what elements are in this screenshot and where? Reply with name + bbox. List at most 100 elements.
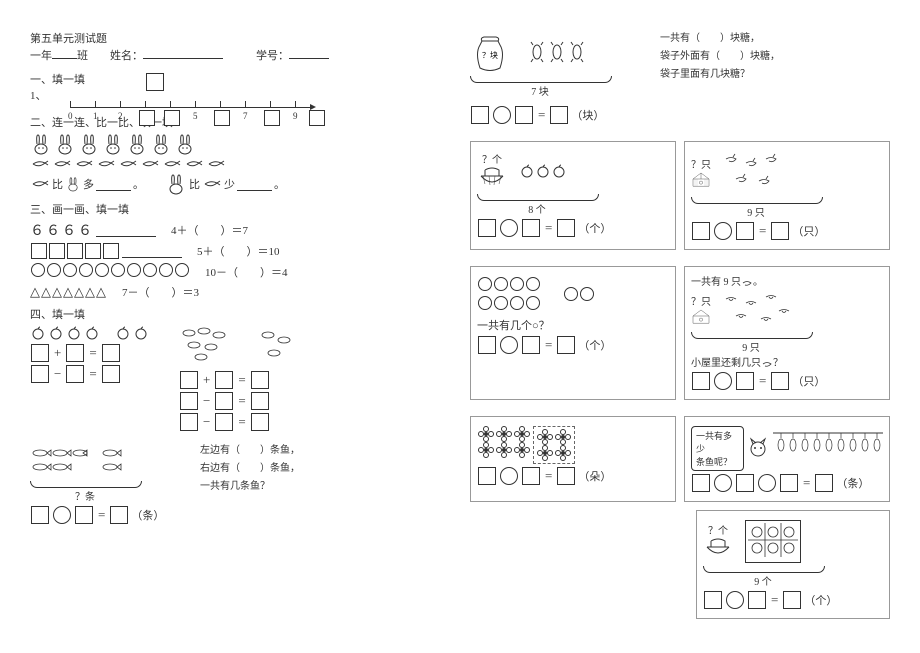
fill-box[interactable] xyxy=(771,222,789,240)
carrot-icon xyxy=(53,158,71,170)
fill-box[interactable] xyxy=(478,336,496,354)
carrot-icon xyxy=(75,158,93,170)
birds-flying xyxy=(721,291,791,329)
fill-box[interactable] xyxy=(66,344,84,362)
carrot-icon xyxy=(203,178,221,190)
circles-question: 一共有几个○？ xyxy=(477,317,669,333)
circles-left xyxy=(477,276,541,314)
apple-icon xyxy=(49,326,63,340)
triangles-row: △△△△△△△ xyxy=(30,284,107,300)
section-3: 三、画一画、填一填 ６６６６ 4＋（ ）＝7 5＋（ ）＝10 10－（ ）＝4… xyxy=(30,201,450,300)
fill-box[interactable] xyxy=(471,106,489,124)
carrot-icon xyxy=(207,158,225,170)
fill-box[interactable] xyxy=(557,336,575,354)
fill-box[interactable] xyxy=(736,222,754,240)
fill-box[interactable] xyxy=(251,371,269,389)
fill-box[interactable] xyxy=(550,106,568,124)
basket-grid-problem: ？个 9 个 =（个） xyxy=(696,510,890,619)
op-box[interactable] xyxy=(714,372,732,390)
fill-box[interactable] xyxy=(214,110,230,126)
rabbit-row xyxy=(30,133,450,155)
fill-box[interactable] xyxy=(66,365,84,383)
section-4: 四、填一填 += −= += −= −= ？条 =（条） 左边有（ ）条鱼， 右… xyxy=(30,306,450,527)
op-box[interactable] xyxy=(500,219,518,237)
fill-box[interactable] xyxy=(251,392,269,410)
fill-box[interactable] xyxy=(478,219,496,237)
speech-bubble: 一共有多少 条鱼呢？ xyxy=(691,426,744,471)
basket-apples-problem: ？个 8 个 =（个） xyxy=(470,141,676,250)
fill-box[interactable] xyxy=(736,474,754,492)
fill-box[interactable] xyxy=(522,336,540,354)
bag-icon: ？块 xyxy=(470,33,510,73)
carrot-icon xyxy=(119,158,137,170)
svg-text:？块: ？块 xyxy=(482,50,498,60)
apple-icon xyxy=(31,326,45,340)
fill-box[interactable] xyxy=(139,110,155,126)
fill-box[interactable] xyxy=(264,110,280,126)
op-box[interactable] xyxy=(500,336,518,354)
s4-heading: 四、填一填 xyxy=(30,306,450,322)
fill-box[interactable] xyxy=(522,219,540,237)
op-box[interactable] xyxy=(758,474,776,492)
grade-pre: 一年 xyxy=(30,50,52,62)
fill-box[interactable] xyxy=(31,344,49,362)
fill-box[interactable] xyxy=(557,219,575,237)
fish-right xyxy=(100,445,135,478)
fill-box[interactable] xyxy=(180,392,198,410)
fill-box[interactable] xyxy=(110,506,128,524)
number-line: 0 1 2 5 7 9 xyxy=(70,107,450,108)
flowers-problem: =（朵） xyxy=(470,416,676,502)
s3-heading: 三、画一画、填一填 xyxy=(30,201,450,217)
carrot-icon xyxy=(185,158,203,170)
fill-box[interactable] xyxy=(771,372,789,390)
fill-box[interactable] xyxy=(692,222,710,240)
fill-box[interactable] xyxy=(31,506,49,524)
house-remaining-problem: 一共有 9 只。 ？只 9 只 小屋里还剩几只？ =（只） xyxy=(684,266,890,400)
apple-icon xyxy=(134,326,148,340)
fill-box[interactable] xyxy=(31,365,49,383)
fill-box[interactable] xyxy=(146,73,164,91)
fill-box[interactable] xyxy=(748,591,766,609)
fill-box[interactable] xyxy=(515,106,533,124)
basket-icon xyxy=(703,537,733,559)
apple-icon xyxy=(67,326,81,340)
fill-box[interactable] xyxy=(102,365,120,383)
fill-box[interactable] xyxy=(522,467,540,485)
fill-box[interactable] xyxy=(780,474,798,492)
fill-box[interactable] xyxy=(309,110,325,126)
house-icon xyxy=(691,178,711,190)
op-box[interactable] xyxy=(53,506,71,524)
op-box[interactable] xyxy=(726,591,744,609)
house-birds-problem: ？只 9 只 =（只） xyxy=(684,141,890,250)
fill-box[interactable] xyxy=(783,591,801,609)
fill-box[interactable] xyxy=(215,392,233,410)
fill-box[interactable] xyxy=(557,467,575,485)
fish-hanging-problem: 一共有多少 条鱼呢？ =（条） xyxy=(684,416,890,502)
op-box[interactable] xyxy=(500,467,518,485)
s1-heading: 一、填一填 xyxy=(30,71,450,87)
fill-box[interactable] xyxy=(692,372,710,390)
fill-box[interactable] xyxy=(180,413,198,431)
fill-box[interactable] xyxy=(102,344,120,362)
rabbit-icon xyxy=(175,133,195,155)
fill-box[interactable] xyxy=(704,591,722,609)
fish-group-problem: += −= −= xyxy=(179,322,296,434)
fill-box[interactable] xyxy=(180,371,198,389)
fill-box[interactable] xyxy=(75,506,93,524)
grid-items xyxy=(745,520,801,563)
fill-box[interactable] xyxy=(736,372,754,390)
rabbit-icon xyxy=(103,133,123,155)
circles-right xyxy=(563,286,595,305)
fill-box[interactable] xyxy=(215,371,233,389)
circles-row xyxy=(30,262,190,281)
op-box[interactable] xyxy=(714,222,732,240)
fill-box[interactable] xyxy=(478,467,496,485)
fill-box[interactable] xyxy=(692,474,710,492)
fill-box[interactable] xyxy=(215,413,233,431)
fill-box[interactable] xyxy=(251,413,269,431)
fill-box[interactable] xyxy=(164,110,180,126)
carrot-icon xyxy=(141,158,159,170)
fill-box[interactable] xyxy=(815,474,833,492)
op-box[interactable] xyxy=(493,106,511,124)
op-box[interactable] xyxy=(714,474,732,492)
